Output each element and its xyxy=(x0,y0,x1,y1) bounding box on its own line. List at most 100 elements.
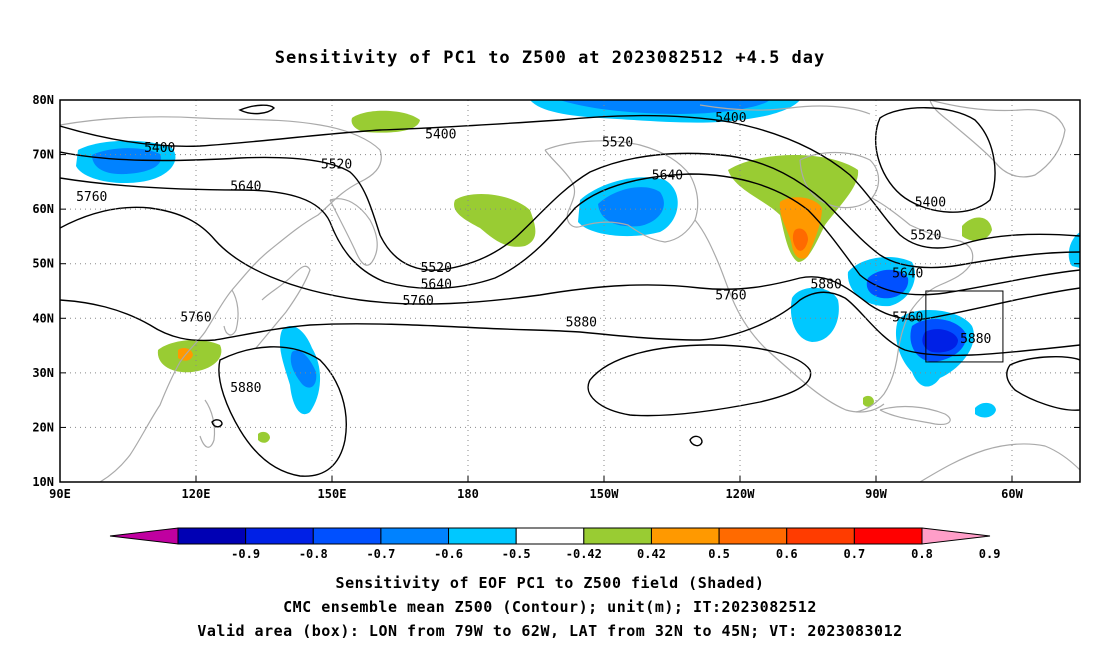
lat-tick-label: 80N xyxy=(32,93,54,107)
contour-label: 5880 xyxy=(810,278,841,293)
coast-korea xyxy=(223,289,239,336)
contour-label: 5880 xyxy=(230,381,261,396)
coast-asia-east xyxy=(60,116,382,482)
colorbar-box xyxy=(718,527,788,545)
shade-neg-us-southwest xyxy=(790,287,839,342)
valid-area-box xyxy=(925,290,1004,363)
lat-tick-label: 30N xyxy=(32,366,54,380)
colorbar-box xyxy=(786,527,855,545)
colorbar-label: -0.9 xyxy=(231,547,260,561)
colorbar-box xyxy=(245,527,314,545)
coast-greenland xyxy=(929,100,1066,178)
colorbar-box xyxy=(583,527,652,545)
coast-alaska xyxy=(544,140,699,243)
lon-tick-label: 150W xyxy=(590,487,620,501)
caption-line-3: Valid area (box): LON from 79W to 62W, L… xyxy=(197,622,903,640)
colorbar-box xyxy=(177,527,247,545)
contour-5880 xyxy=(60,291,1080,357)
contour-5880-atlantic xyxy=(1006,356,1080,411)
lon-tick-label: 90E xyxy=(49,487,71,501)
colorbar-box xyxy=(853,527,923,545)
lat-tick-label: 70N xyxy=(32,148,54,162)
contour-label: 5400 xyxy=(915,196,946,211)
colorbar-box xyxy=(448,527,517,545)
coast-japan xyxy=(255,265,311,349)
contour-5280-low xyxy=(875,107,996,213)
contour-5880-pacific xyxy=(218,346,347,477)
colorbar-box xyxy=(312,527,382,545)
contour-label: 5880 xyxy=(960,332,991,347)
lon-tick-label: 60W xyxy=(1001,487,1023,501)
caption-line-2: CMC ensemble mean Z500 (Contour); unit(m… xyxy=(283,598,817,616)
contour-5400 xyxy=(60,115,1080,249)
shade-pos-gulf xyxy=(863,395,874,407)
coast-north-america-east xyxy=(855,197,974,413)
contour-5520 xyxy=(60,151,1080,271)
colorbar-label: 0.42 xyxy=(637,547,666,561)
colorbar-label: 0.5 xyxy=(708,547,730,561)
colorbar-arrow-high xyxy=(921,527,991,545)
contour-label: 5640 xyxy=(421,278,452,293)
contour-label: 5760 xyxy=(180,310,211,325)
shade-pos-bering xyxy=(454,194,536,247)
colorbar-label: -0.6 xyxy=(434,547,463,561)
contour-label: 5520 xyxy=(321,157,352,172)
contour-5880-small-2 xyxy=(689,435,703,447)
contour-label: 5640 xyxy=(230,179,261,194)
contour-label: 5760 xyxy=(76,190,107,205)
colorbar-label: 0.9 xyxy=(979,547,1001,561)
colorbar-box xyxy=(515,527,585,545)
contour-label: 5400 xyxy=(425,127,456,142)
contour-label: 5400 xyxy=(715,111,746,126)
coastlines xyxy=(60,100,1080,482)
shade-neg-arctic-core xyxy=(560,100,770,114)
graticule xyxy=(60,100,1080,482)
colorbar-arrow-low xyxy=(109,527,179,545)
colorbar-label: -0.5 xyxy=(502,547,531,561)
lat-tick-label: 20N xyxy=(32,420,54,434)
coast-kamchatka xyxy=(329,198,378,266)
lon-tick-label: 180 xyxy=(457,487,479,501)
contour-label: 5760 xyxy=(715,288,746,303)
contour-label: 5640 xyxy=(892,267,923,282)
coast-philippines xyxy=(199,399,216,448)
shade-neg-east-edge xyxy=(1068,232,1080,268)
colorbar-box xyxy=(650,527,720,545)
colorbar-label: 0.6 xyxy=(776,547,798,561)
colorbar: -0.9 -0.8 -0.7 -0.6 -0.5 -0.42 0.42 0.5 0.6 0.7 0.… xyxy=(109,527,1001,561)
shade-pos-pacific xyxy=(258,431,270,443)
lat-tick-label: 50N xyxy=(32,257,54,271)
shade-neg-great-lakes-core xyxy=(866,269,909,299)
colorbar-label: -0.7 xyxy=(366,547,395,561)
lon-tick-label: 150E xyxy=(318,487,347,501)
lat-tick-label: 10N xyxy=(32,475,54,489)
contour-label: 5760 xyxy=(402,294,433,309)
shade-pos-chukchi xyxy=(351,110,420,133)
lon-tick-label: 120E xyxy=(182,487,211,501)
shade-neg-alaska-core xyxy=(598,187,664,227)
coast-arctic-islands xyxy=(699,104,871,115)
lat-tick-label: 40N xyxy=(32,311,54,325)
contour-label: 5520 xyxy=(421,261,452,276)
contour-5880-mexico xyxy=(587,344,812,417)
shade-pos-canada-peak xyxy=(792,228,808,251)
coast-south-america xyxy=(919,443,1080,482)
shade-neg-japan-core xyxy=(290,350,317,388)
shade-neg-east-coast-core xyxy=(922,329,958,353)
coast-north-america-west xyxy=(694,219,885,413)
sensitivity-shading xyxy=(76,100,1080,443)
lon-tick-label: 120W xyxy=(726,487,756,501)
shade-pos-labrador xyxy=(962,217,992,241)
contour-5760 xyxy=(60,206,1080,321)
coast-cuba xyxy=(879,405,951,425)
contour-label: 5760 xyxy=(892,310,923,325)
contour-label: 5400 xyxy=(144,141,175,156)
map-frame xyxy=(59,99,1081,483)
colorbar-box xyxy=(380,527,450,545)
caption-line-1: Sensitivity of EOF PC1 to Z500 field (Sh… xyxy=(335,574,765,592)
lat-tick-label: 60N xyxy=(32,202,54,216)
contour-label: 5880 xyxy=(566,316,597,331)
colorbar-label: 0.7 xyxy=(844,547,866,561)
